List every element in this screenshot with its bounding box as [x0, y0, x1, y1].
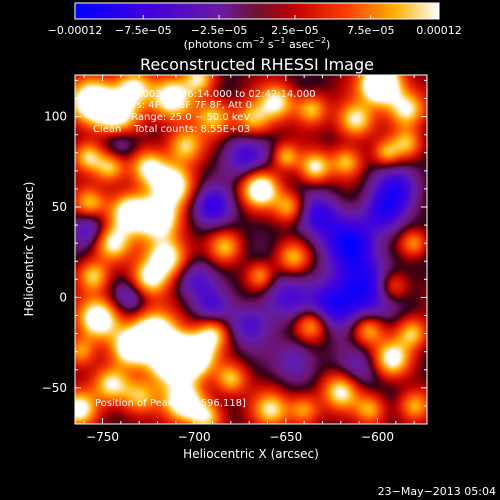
annotation-time-range: 4−Jul−2003 02:36:14.000 to 02:42:14.000 — [101, 89, 316, 100]
colorbar-ticks: −0.00012 −7.5e−05 −2.5e−05 2.5e−05 7.5e−05 0.… — [48, 15, 462, 37]
chart-title: Reconstructed RHESSI Image — [140, 55, 374, 74]
heatmap-image — [75, 75, 427, 424]
y-tick-label: 100 — [44, 110, 67, 124]
annotation-clean: Clean — [93, 124, 121, 135]
colorbar-tick-label: 0.00012 — [416, 24, 462, 37]
colorbar-tick-label: −0.00012 — [48, 24, 103, 37]
x-tick-label: −650 — [269, 430, 302, 444]
colorbar-tick-label: 7.5e−05 — [347, 24, 394, 37]
colorbar-units: (photons cm−2 s−1 asec−2) — [184, 36, 331, 51]
colorbar-tick-label: −2.5e−05 — [191, 24, 248, 37]
colorbar-tick-label: 2.5e−05 — [271, 24, 318, 37]
colorbar — [74, 2, 440, 20]
x-tick-label: −600 — [361, 430, 394, 444]
colorbar-tick-label: −7.5e−05 — [115, 24, 172, 37]
annotation-energy: Energy Range: 25.0 − 50.0 keV — [93, 112, 250, 123]
annotation-peak: Position of Peak = [−596,118] — [95, 398, 246, 409]
y-tick-label: 50 — [52, 200, 67, 214]
y-tick-label: 0 — [59, 290, 67, 304]
x-tick-label: −750 — [86, 430, 119, 444]
y-tick-label: −50 — [42, 381, 67, 395]
annotation-total-counts: Total counts: 8.55E+03 — [133, 124, 250, 135]
annotation-detectors: Detectors: 4F 5F 6F 7F 8F, Att 0 — [93, 100, 252, 111]
y-axis-label: Heliocentric Y (arcsec) — [22, 182, 36, 317]
plot-frame — [74, 74, 428, 425]
axes: −750 −700 −650 −600 −50 0 50 100 — [42, 75, 427, 444]
x-axis-label: Heliocentric X (arcsec) — [183, 447, 319, 461]
x-tick-label: −700 — [178, 430, 211, 444]
footer-date: 23−May−2013 05:04 — [378, 485, 496, 498]
